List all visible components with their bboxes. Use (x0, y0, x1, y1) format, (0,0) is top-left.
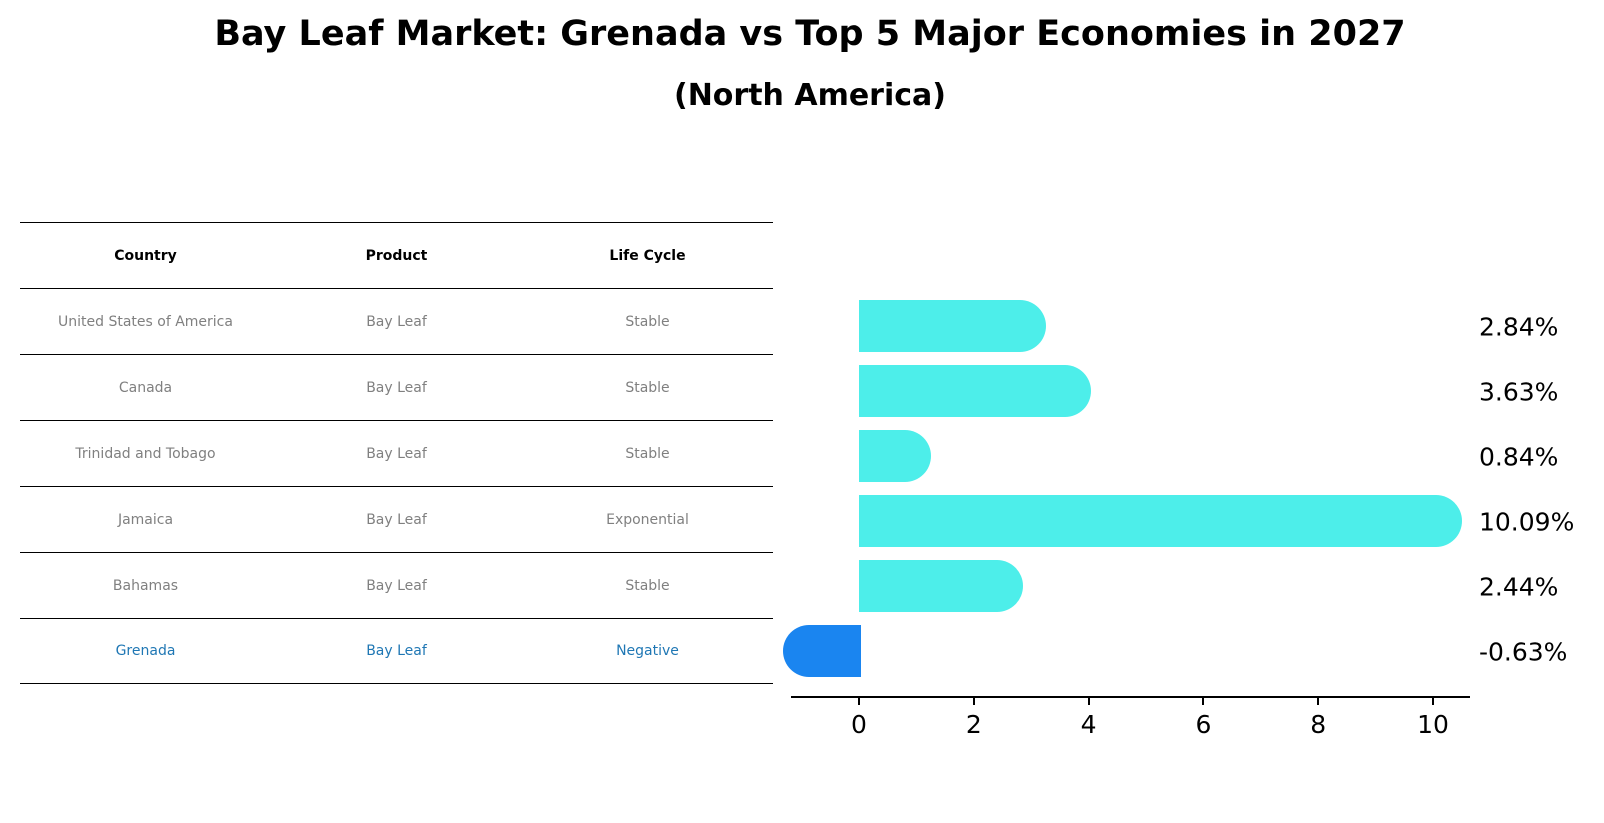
cell-product: Bay Leaf (366, 379, 427, 396)
value-label: 2.44% (1479, 572, 1559, 602)
x-tick (1087, 698, 1090, 705)
cell-country: Bahamas (112, 577, 179, 594)
cell-life-cycle: Exponential (606, 511, 689, 528)
header-life-cycle: Life Cycle (609, 247, 686, 264)
cell-life-cycle: Stable (625, 577, 670, 594)
cell-country: United States of America (58, 313, 233, 330)
cell-life-cycle: Stable (625, 445, 670, 462)
header-product: Product (365, 247, 428, 264)
table-row-highlighted: Grenada Bay Leaf Negative (20, 618, 773, 684)
cell-country: Trinidad and Tobago (75, 445, 216, 462)
x-tick (858, 698, 860, 705)
cell-product: Bay Leaf (366, 643, 427, 659)
x-axis-line (791, 696, 1470, 698)
cell-life-cycle: Stable (625, 379, 670, 396)
value-label: 2.84% (1479, 312, 1559, 342)
table-row: Bahamas Bay Leaf Stable (20, 552, 773, 618)
table-row: Canada Bay Leaf Stable (20, 354, 773, 420)
x-tick-label: 10 (1417, 710, 1449, 739)
cell-product: Bay Leaf (366, 511, 427, 528)
value-label: 3.63% (1479, 377, 1559, 407)
cell-country: Jamaica (117, 511, 174, 528)
cell-country: Canada (118, 379, 173, 396)
value-label: 10.09% (1479, 507, 1575, 537)
cell-product: Bay Leaf (366, 577, 427, 594)
table-row: Trinidad and Tobago Bay Leaf Stable (20, 420, 773, 486)
cell-life-cycle: Stable (625, 313, 670, 330)
table-row: Jamaica Bay Leaf Exponential (20, 486, 773, 552)
cell-life-cycle: Negative (616, 643, 679, 659)
bar-trinidad-and-tobago (859, 430, 932, 482)
bar-bahamas (859, 560, 1024, 612)
x-tick-label: 2 (965, 710, 982, 739)
bar-united-states-of-america (859, 300, 1047, 352)
market-table: Country Product Life Cycle United States… (20, 222, 773, 684)
bar-jamaica (859, 495, 1463, 547)
bar-grenada (782, 625, 861, 677)
value-label: 0.84% (1479, 442, 1559, 472)
x-tick (1202, 698, 1205, 705)
chart-title: Bay Leaf Market: Grenada vs Top 5 Major … (214, 14, 1406, 54)
x-tick (972, 698, 975, 705)
x-tick-label: 6 (1195, 710, 1212, 739)
x-tick-label: 0 (851, 710, 867, 739)
cell-country: Grenada (115, 643, 176, 659)
value-label: -0.63% (1479, 637, 1568, 667)
table-row: United States of America Bay Leaf Stable (20, 288, 773, 354)
cell-product: Bay Leaf (366, 313, 427, 330)
x-tick-label: 4 (1080, 710, 1097, 739)
cell-product: Bay Leaf (366, 445, 427, 462)
table-header-row: Country Product Life Cycle (20, 222, 773, 288)
header-country: Country (114, 247, 177, 264)
x-tick (1432, 698, 1434, 705)
x-tick (1317, 698, 1320, 705)
x-tick-label: 8 (1310, 710, 1327, 739)
chart-subtitle: (North America) (673, 78, 946, 113)
bar-canada (859, 365, 1092, 417)
